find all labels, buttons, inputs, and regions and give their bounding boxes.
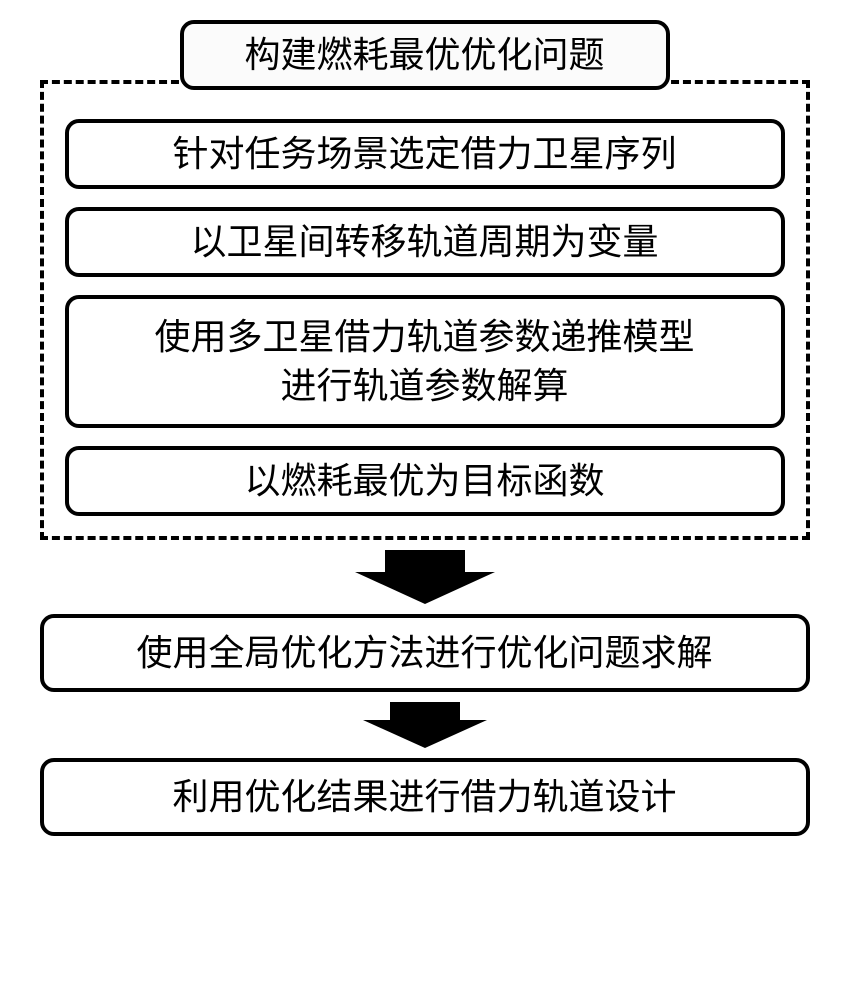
arrow-head-icon bbox=[355, 572, 495, 604]
arrow-1 bbox=[355, 550, 495, 604]
dashed-group: 针对任务场景选定借力卫星序列 以卫星间转移轨道周期为变量 使用多卫星借力轨道参数… bbox=[40, 80, 810, 540]
step-text-1: 针对任务场景选定借力卫星序列 bbox=[172, 130, 676, 179]
arrow-shaft-icon bbox=[385, 550, 465, 572]
step-text-3: 使用多卫星借力轨道参数递推模型进行轨道参数解算 bbox=[154, 313, 694, 410]
title-box: 构建燃耗最优优化问题 bbox=[180, 20, 670, 90]
step-box-4: 以燃耗最优为目标函数 bbox=[65, 446, 785, 516]
result-box-2: 利用优化结果进行借力轨道设计 bbox=[40, 758, 810, 836]
arrow-shaft-icon bbox=[390, 702, 460, 720]
step-text-4: 以燃耗最优为目标函数 bbox=[244, 457, 604, 506]
step-box-2: 以卫星间转移轨道周期为变量 bbox=[65, 207, 785, 277]
title-text: 构建燃耗最优优化问题 bbox=[244, 31, 604, 80]
step-text-2: 以卫星间转移轨道周期为变量 bbox=[190, 218, 658, 267]
arrow-2 bbox=[363, 702, 487, 748]
result-box-1: 使用全局优化方法进行优化问题求解 bbox=[40, 614, 810, 692]
step-box-3: 使用多卫星借力轨道参数递推模型进行轨道参数解算 bbox=[65, 295, 785, 428]
step-box-1: 针对任务场景选定借力卫星序列 bbox=[65, 119, 785, 189]
result-text-2: 利用优化结果进行借力轨道设计 bbox=[172, 773, 676, 822]
arrow-head-icon bbox=[363, 720, 487, 748]
result-text-1: 使用全局优化方法进行优化问题求解 bbox=[136, 629, 712, 678]
